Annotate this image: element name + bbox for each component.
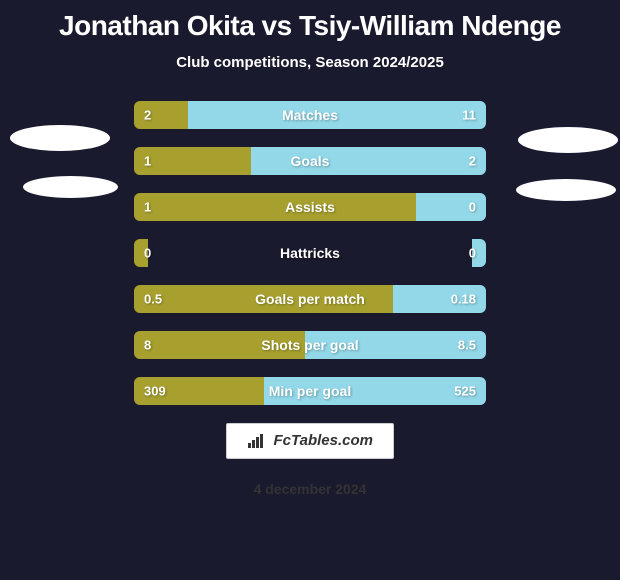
player-right-ellipse-1	[518, 127, 618, 153]
stat-value-right: 11	[462, 108, 476, 123]
stat-label: Goals	[291, 153, 330, 169]
stat-bar-left	[134, 147, 251, 175]
stat-value-left: 309	[144, 384, 166, 399]
logo-text: FcTables.com	[273, 432, 372, 449]
footer: FcTables.com	[0, 423, 620, 459]
stat-value-right: 0	[469, 246, 476, 261]
chart-icon	[247, 432, 265, 450]
player-right-ellipse-2	[516, 179, 616, 201]
stat-label: Matches	[282, 107, 338, 123]
stat-value-left: 1	[144, 154, 151, 169]
stat-value-right: 0	[469, 200, 476, 215]
stat-value-left: 1	[144, 200, 151, 215]
fctables-logo[interactable]: FcTables.com	[226, 423, 394, 459]
stat-label: Shots per goal	[261, 337, 358, 353]
stat-value-left: 8	[144, 338, 151, 353]
stat-bar-left	[134, 193, 416, 221]
date-text: 4 december 2024	[0, 481, 620, 497]
stat-row: Min per goal 309 525	[134, 377, 486, 405]
stat-value-left: 0	[144, 246, 151, 261]
stat-value-right: 0.18	[451, 292, 476, 307]
stat-row: Hattricks 0 0	[134, 239, 486, 267]
comparison-title: Jonathan Okita vs Tsiy-William Ndenge	[0, 10, 620, 42]
stat-row: Goals per match 0.5 0.18	[134, 285, 486, 313]
stat-bar-left	[134, 101, 188, 129]
stat-value-left: 0.5	[144, 292, 162, 307]
stat-value-right: 525	[454, 384, 476, 399]
stat-value-left: 2	[144, 108, 151, 123]
player-left-ellipse-1	[10, 125, 110, 151]
stat-row: Matches 2 11	[134, 101, 486, 129]
stat-value-right: 2	[469, 154, 476, 169]
stat-label: Hattricks	[280, 245, 340, 261]
player-left-ellipse-2	[23, 176, 118, 198]
stat-value-right: 8.5	[458, 338, 476, 353]
comparison-subtitle: Club competitions, Season 2024/2025	[0, 54, 620, 71]
stat-label: Min per goal	[269, 383, 351, 399]
stats-bars: Matches 2 11 Goals 1 2 Assists 1 0 Hattricks 0 0 Goa…	[134, 101, 486, 405]
stat-label: Assists	[285, 199, 335, 215]
stat-row: Goals 1 2	[134, 147, 486, 175]
stat-row: Shots per goal 8 8.5	[134, 331, 486, 359]
stat-label: Goals per match	[255, 291, 365, 307]
stat-bar-right	[251, 147, 486, 175]
stat-row: Assists 1 0	[134, 193, 486, 221]
